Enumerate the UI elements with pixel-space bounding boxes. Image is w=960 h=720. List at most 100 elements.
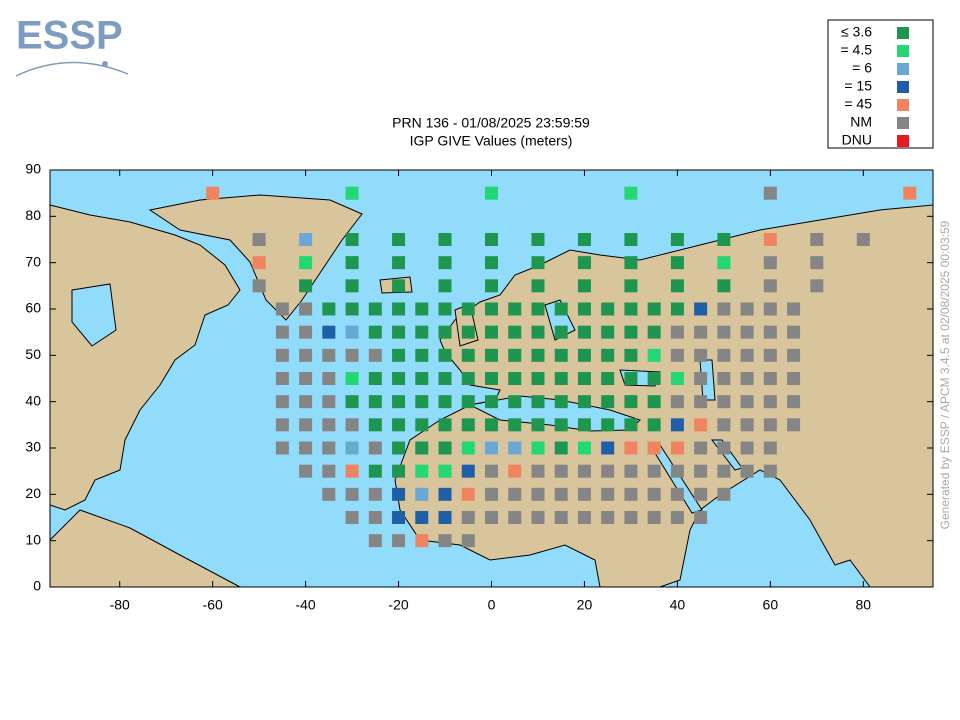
- igp-square: [554, 487, 568, 501]
- igp-square: [392, 302, 406, 316]
- legend-label: DNU: [842, 132, 872, 148]
- igp-square: [647, 464, 661, 478]
- igp-square: [392, 418, 406, 432]
- igp-square: [694, 464, 708, 478]
- legend-swatch: [897, 117, 909, 129]
- igp-square: [438, 372, 452, 385]
- igp-square: [461, 325, 475, 339]
- igp-square: [485, 233, 498, 246]
- igp-square: [485, 418, 498, 432]
- igp-square: [787, 395, 801, 409]
- igp-square: [624, 279, 638, 293]
- x-tick-label: -80: [110, 597, 130, 613]
- igp-square: [415, 534, 429, 548]
- igp-square: [531, 279, 545, 293]
- igp-square: [368, 372, 382, 385]
- igp-square: [438, 233, 452, 246]
- igp-square: [322, 325, 336, 339]
- igp-square: [415, 511, 429, 524]
- igp-square: [368, 395, 382, 409]
- legend-swatch: [897, 27, 909, 39]
- igp-square: [299, 441, 313, 455]
- x-tick-label: -60: [203, 597, 223, 613]
- igp-square: [624, 511, 638, 524]
- igp-square: [368, 487, 382, 501]
- y-tick-label: 20: [25, 485, 41, 501]
- igp-square: [438, 464, 452, 478]
- igp-square: [717, 279, 731, 293]
- igp-square: [485, 325, 498, 339]
- y-tick-label: 50: [25, 346, 41, 362]
- igp-square: [485, 186, 498, 200]
- igp-square: [438, 325, 452, 339]
- igp-square: [322, 348, 336, 362]
- igp-square: [299, 464, 313, 478]
- igp-square: [577, 487, 591, 501]
- igp-square: [392, 279, 406, 293]
- igp-square: [740, 302, 754, 316]
- igp-square: [345, 372, 359, 385]
- igp-square: [415, 395, 429, 409]
- igp-square: [694, 325, 708, 339]
- igp-square: [275, 302, 289, 316]
- igp-square: [438, 348, 452, 362]
- igp-square: [531, 464, 545, 478]
- igp-square: [554, 325, 568, 339]
- igp-square: [577, 233, 591, 246]
- igp-square: [647, 302, 661, 316]
- igp-square: [694, 487, 708, 501]
- igp-square: [275, 325, 289, 339]
- igp-square: [206, 186, 220, 200]
- igp-square: [717, 487, 731, 501]
- igp-square: [485, 441, 498, 455]
- igp-square: [461, 372, 475, 385]
- legend-swatch: [897, 99, 909, 111]
- igp-square: [810, 256, 824, 270]
- igp-square: [624, 464, 638, 478]
- igp-square: [368, 418, 382, 432]
- igp-square: [670, 464, 684, 478]
- igp-square: [345, 186, 359, 200]
- igp-square: [694, 372, 708, 385]
- igp-square: [299, 418, 313, 432]
- y-tick-label: 0: [33, 578, 41, 594]
- igp-square: [787, 302, 801, 316]
- igp-square: [740, 464, 754, 478]
- igp-square: [392, 372, 406, 385]
- igp-square: [392, 487, 406, 501]
- logo: ESSP: [15, 14, 129, 77]
- igp-square: [485, 464, 498, 478]
- igp-square: [647, 487, 661, 501]
- igp-square: [392, 441, 406, 455]
- igp-square: [508, 372, 522, 385]
- igp-square: [461, 348, 475, 362]
- igp-square: [275, 372, 289, 385]
- igp-square: [345, 279, 359, 293]
- legend: ≤ 3.6 = 4.5 = 6 = 15 = 45 NM DNU: [840, 24, 909, 148]
- y-tick-label: 70: [25, 253, 41, 269]
- x-tick-label: 80: [856, 597, 872, 613]
- hudson-bay: [71, 283, 117, 347]
- igp-square: [322, 302, 336, 316]
- logo-arc: [15, 61, 129, 77]
- igp-square: [787, 348, 801, 362]
- igp-square: [670, 395, 684, 409]
- igp-square: [275, 395, 289, 409]
- igp-square: [787, 372, 801, 385]
- y-tick-label: 90: [25, 161, 41, 177]
- igp-square: [624, 348, 638, 362]
- igp-square: [577, 464, 591, 478]
- igp-square: [694, 395, 708, 409]
- igp-square: [763, 418, 777, 432]
- igp-square: [647, 395, 661, 409]
- igp-square: [531, 418, 545, 432]
- igp-square: [717, 348, 731, 362]
- igp-square: [577, 372, 591, 385]
- x-tick-label: -20: [388, 597, 408, 613]
- igp-square: [485, 348, 498, 362]
- igp-square: [740, 441, 754, 455]
- igp-square: [601, 441, 615, 455]
- igp-square: [508, 348, 522, 362]
- igp-square: [624, 186, 638, 200]
- logo-dot: [102, 61, 108, 67]
